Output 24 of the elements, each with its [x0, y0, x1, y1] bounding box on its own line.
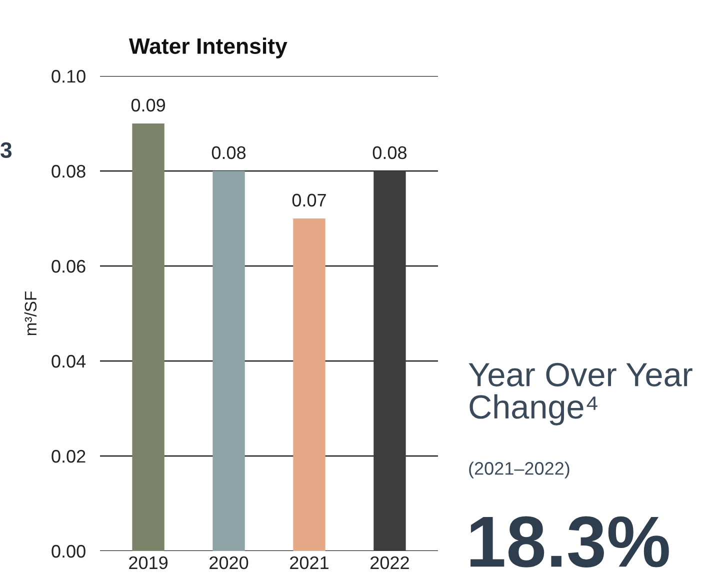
x-tick-label: 2021: [290, 556, 328, 570]
bar: [374, 171, 406, 551]
x-tick-label: 2020: [210, 556, 248, 570]
y-tick-label: 0.10: [52, 70, 86, 83]
y-tick-label: 0.08: [52, 164, 86, 178]
text: 3: [0, 142, 12, 158]
text: (2021–2022): [469, 462, 570, 478]
y-axis-title: m³/SF: [24, 291, 37, 336]
data-label: 0.09: [131, 98, 165, 112]
x-tick-label: 2022: [370, 556, 409, 570]
y-tick-label: 0.00: [52, 544, 86, 558]
data-label: 0.08: [212, 146, 246, 160]
x-tick-label: 2019: [129, 556, 168, 570]
data-label: 0.07: [292, 194, 326, 207]
y-tick-label: 0.04: [52, 354, 86, 368]
y-tick-label: 0.06: [52, 260, 86, 273]
bar: [293, 218, 326, 551]
y-tick-label: 0.02: [52, 450, 86, 463]
chart-title: Water Intensity: [128, 38, 288, 58]
text: 18.3%: [470, 516, 669, 568]
text: Year Over Year Change⁴: [468, 362, 692, 426]
bar: [132, 124, 164, 551]
bar: [212, 171, 245, 551]
data-label: 0.08: [372, 146, 406, 160]
